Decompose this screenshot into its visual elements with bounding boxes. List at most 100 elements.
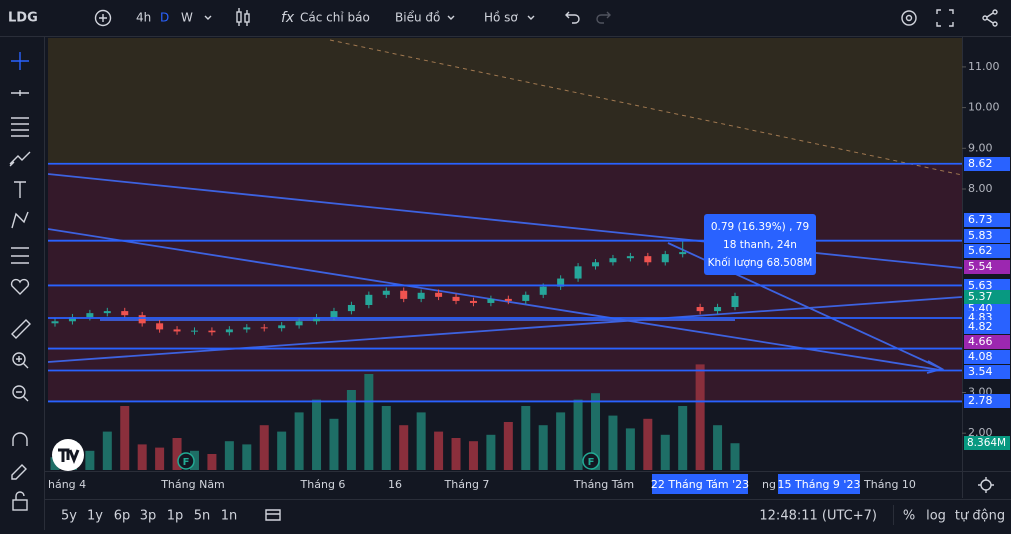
settings-icon[interactable] <box>901 10 917 26</box>
candle-body <box>243 327 251 330</box>
volume-bar <box>312 399 322 470</box>
range-button[interactable]: 1n <box>221 509 238 524</box>
indicators-button[interactable]: Các chỉ báo <box>300 11 370 25</box>
volume-bar <box>713 425 723 470</box>
scale-option[interactable]: % <box>903 509 915 524</box>
chevron[interactable] <box>204 15 212 20</box>
candle-body <box>504 298 512 301</box>
candle-body <box>557 278 565 287</box>
price-label: 5.83 <box>968 229 993 242</box>
volume-bar <box>556 412 566 470</box>
fullscreen-icon[interactable] <box>936 9 954 27</box>
candle-body <box>138 315 146 324</box>
price-label: 8.62 <box>968 157 993 170</box>
volume-bar <box>102 431 112 470</box>
volume-bar <box>608 415 618 470</box>
volume-bar <box>591 393 601 470</box>
range-button[interactable]: 1y <box>87 509 103 524</box>
volume-bar <box>625 428 635 470</box>
candle-body <box>313 317 321 322</box>
price-label: 5.62 <box>968 244 993 257</box>
candle-body <box>156 323 164 330</box>
interval[interactable]: 4h <box>136 11 151 25</box>
price-label-box <box>964 260 1010 274</box>
time-highlight: 22 Tháng Tám '23 <box>651 478 749 491</box>
price-label-box <box>964 350 1010 364</box>
candle-body <box>469 300 477 303</box>
candle-body <box>190 330 198 332</box>
interval[interactable]: W <box>181 11 193 25</box>
volume-bar <box>468 441 478 470</box>
candle-body <box>539 286 547 295</box>
volume-bars <box>50 364 740 470</box>
candle-body <box>173 329 181 332</box>
add-symbol-icon[interactable] <box>94 9 112 27</box>
price-label-box <box>964 157 1010 171</box>
candle-body <box>626 256 634 259</box>
fx-icon[interactable]: fx <box>281 10 295 26</box>
price-label-box <box>964 279 1010 293</box>
candle-body <box>696 307 704 312</box>
axis-settings-icon[interactable] <box>978 477 994 493</box>
zone <box>48 38 962 163</box>
time-label: Tháng Tám <box>573 478 634 491</box>
chevron[interactable] <box>447 15 455 20</box>
candle-body <box>103 311 111 314</box>
range-button[interactable]: 6p <box>114 509 131 524</box>
volume-bar <box>85 450 95 470</box>
price-tick-label: 10.00 <box>968 101 1000 114</box>
share-icon[interactable] <box>982 9 998 27</box>
candle-type-icon[interactable] <box>236 8 250 26</box>
volume-bar <box>224 441 234 470</box>
candle-body <box>86 313 94 318</box>
volume-bar <box>521 406 531 470</box>
chart-menu[interactable]: Biểu đồ <box>395 11 440 25</box>
scale-option[interactable]: tự động <box>955 509 1005 524</box>
range-button[interactable]: 1p <box>167 509 184 524</box>
tooltip-text: 18 thanh, 24n <box>723 239 797 251</box>
undo-icon[interactable] <box>565 11 580 24</box>
zone <box>48 163 962 401</box>
event-marker-label: F <box>588 457 595 468</box>
volume-bar <box>573 399 583 470</box>
price-label: 3.54 <box>968 365 993 378</box>
candle-body <box>260 327 268 329</box>
interval[interactable]: D <box>160 11 169 25</box>
chevron[interactable] <box>527 15 535 20</box>
volume-bar <box>137 444 147 470</box>
candle-body <box>400 290 408 299</box>
volume-bar <box>695 364 705 470</box>
range-button[interactable]: 3p <box>140 509 157 524</box>
scale-option[interactable]: log <box>926 509 946 524</box>
chart-pane <box>48 38 962 470</box>
volume-bar <box>259 425 269 470</box>
tooltip-text: Khối lượng 68.508M <box>708 257 813 269</box>
price-label: 2.78 <box>968 394 993 407</box>
candle-body <box>121 311 129 316</box>
drawing-tools[interactable] <box>9 52 31 511</box>
price-label: 4.82 <box>968 320 993 333</box>
price-label: 5.63 <box>968 279 993 292</box>
candle-body <box>208 330 216 333</box>
range-button[interactable]: 5n <box>194 509 211 524</box>
symbol[interactable]: LDG <box>8 11 38 26</box>
price-label-box <box>964 320 1010 334</box>
range-button[interactable]: 5y <box>61 509 77 524</box>
clock: 12:48:11 (UTC+7) <box>759 509 877 524</box>
time-highlight-box <box>778 474 860 494</box>
time-label: Tháng Năm <box>160 478 225 491</box>
volume-bar <box>207 454 217 470</box>
profile-menu[interactable]: Hồ sơ <box>484 11 518 25</box>
candle-body <box>452 296 460 301</box>
candle-body <box>225 329 233 333</box>
volume-bar <box>660 434 670 470</box>
volume-bar <box>678 406 688 470</box>
volume-bar <box>486 434 496 470</box>
date-range-icon[interactable] <box>265 509 281 521</box>
price-axis: 11.0010.009.008.003.002.008.626.735.835.… <box>962 60 1010 450</box>
event-marker[interactable] <box>582 452 600 470</box>
price-label-box <box>964 394 1010 408</box>
event-marker[interactable] <box>177 452 195 470</box>
price-label-box <box>964 229 1010 243</box>
